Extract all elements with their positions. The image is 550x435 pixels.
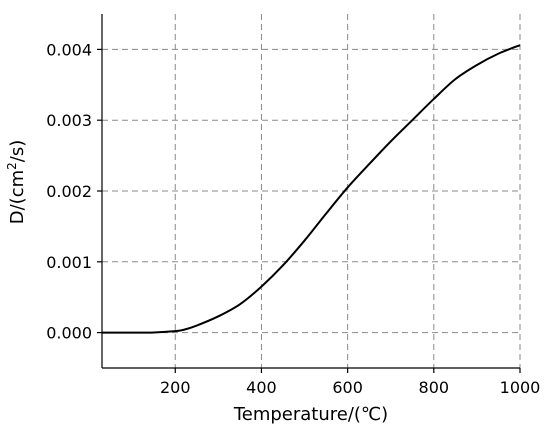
x-tick-label: 400 [246,378,277,397]
y-tick-label: 0.004 [46,40,92,59]
y-tick-label: 0.002 [46,182,92,201]
x-tick-label: 800 [419,378,450,397]
y-axis-title: D/(cm2/s) [5,140,28,225]
y-axis-title-sup: 2 [5,162,19,170]
y-tick-label: 0.000 [46,324,92,343]
x-tick-label: 200 [160,378,191,397]
y-tick-label: 0.001 [46,253,92,272]
ticks: 200 400 600 800 1000 0.000 0.001 0.002 0.003 0.00… [46,40,540,397]
series [101,44,521,334]
y-tick-label: 0.003 [46,111,92,130]
y-axis-title-main: D/(cm [7,170,28,224]
x-tick-label: 600 [332,378,363,397]
grid [102,14,521,368]
series-line [101,44,521,334]
x-axis-title: Temperature/(℃) [233,404,388,425]
y-axis-title-tail: /s) [7,140,28,162]
x-tick-label: 1000 [500,378,541,397]
